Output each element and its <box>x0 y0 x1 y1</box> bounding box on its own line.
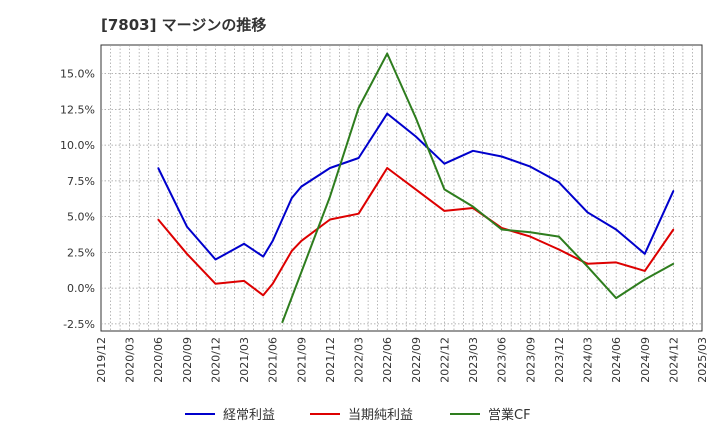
data-point <box>357 212 360 215</box>
data-point <box>271 283 274 285</box>
legend-label-3: 営業CF <box>488 407 531 423</box>
data-point <box>586 265 589 268</box>
data-point <box>186 252 188 255</box>
x-tick-label: 2019/12 <box>95 337 108 383</box>
data-point <box>157 218 160 221</box>
data-point <box>357 107 360 109</box>
data-point <box>586 262 589 265</box>
data-point <box>186 225 188 228</box>
data-point <box>672 190 675 192</box>
x-tick-label: 2024/03 <box>582 337 595 383</box>
x-tick-label: 2024/09 <box>639 337 652 383</box>
data-point <box>500 228 503 231</box>
data-point <box>329 218 331 221</box>
x-tick-label: 2023/03 <box>467 337 480 383</box>
series-line-3 <box>281 52 674 323</box>
x-tick-label: 2023/06 <box>496 337 509 383</box>
chart-title: [7803] マージンの推移 <box>101 16 267 34</box>
data-point <box>415 188 417 191</box>
axes: -2.5% 0.0% 2.5% 5.0% 7.5% 10.0% 12.5% 15.0% 2019… <box>60 68 709 383</box>
x-tick-label: 2022/12 <box>438 337 451 383</box>
x-tick-label: 2025/03 <box>696 337 709 383</box>
data-point <box>643 270 646 272</box>
data-point <box>615 261 617 264</box>
data-point <box>672 228 675 231</box>
y-tick-label: 5.0% <box>67 211 95 224</box>
x-tick-label: 2020/09 <box>181 337 194 383</box>
data-point <box>262 255 264 258</box>
y-tick-label: -2.5% <box>63 318 95 331</box>
data-point <box>558 248 560 251</box>
x-tick-label: 2021/09 <box>295 337 308 383</box>
data-point <box>357 157 360 159</box>
legend: 経常利益 当期純利益 営業CF <box>185 407 531 423</box>
data-point <box>643 278 646 281</box>
data-point <box>271 240 274 242</box>
data-point <box>643 252 646 255</box>
data-point <box>615 228 617 231</box>
y-tick-label: 15.0% <box>60 68 95 81</box>
data-point <box>300 185 303 188</box>
y-tick-label: 0.0% <box>67 282 95 295</box>
data-point <box>329 167 331 169</box>
data-point <box>386 112 388 115</box>
data-point <box>415 117 417 119</box>
x-tick-label: 2020/03 <box>124 337 137 383</box>
data-point <box>281 321 284 324</box>
x-tick-label: 2022/09 <box>410 337 423 383</box>
x-tick-label: 2020/12 <box>209 337 222 383</box>
data-point <box>472 150 474 152</box>
x-tick-label: 2021/12 <box>324 337 337 383</box>
data-point <box>157 167 160 169</box>
y-tick-label: 10.0% <box>60 139 95 152</box>
data-point <box>415 135 417 138</box>
data-point <box>529 165 532 168</box>
y-tick-label: 7.5% <box>67 175 95 188</box>
x-tick-label: 2022/06 <box>381 337 394 383</box>
data-point <box>290 250 293 252</box>
data-point <box>443 210 446 212</box>
x-tick-label: 2023/09 <box>524 337 537 383</box>
data-point <box>243 242 245 245</box>
x-tick-label: 2023/12 <box>553 337 566 383</box>
y-tick-label: 2.5% <box>67 246 95 259</box>
x-tick-label: 2022/03 <box>353 337 366 383</box>
data-point <box>443 188 446 191</box>
data-point <box>329 195 331 198</box>
series-lines <box>157 52 675 324</box>
data-point <box>386 167 388 169</box>
data-point <box>214 283 217 285</box>
data-point <box>472 205 474 208</box>
data-point <box>214 258 217 261</box>
x-tick-label: 2024/06 <box>610 337 623 383</box>
data-point <box>615 297 617 299</box>
data-point <box>558 235 560 238</box>
x-tick-label: 2021/03 <box>238 337 251 383</box>
data-point <box>529 231 532 234</box>
y-tick-label: 12.5% <box>60 103 95 116</box>
data-point <box>290 197 293 199</box>
x-tick-label: 2020/06 <box>152 337 165 383</box>
x-tick-label: 2021/06 <box>267 337 280 383</box>
x-tick-label: 2024/12 <box>667 337 680 383</box>
data-point <box>558 181 560 184</box>
data-point <box>443 162 446 165</box>
data-point <box>300 240 303 242</box>
data-point <box>500 155 503 158</box>
data-point <box>262 294 264 297</box>
data-point <box>529 235 532 238</box>
legend-label-1: 経常利益 <box>223 408 275 423</box>
legend-label-2: 当期純利益 <box>348 408 413 423</box>
data-point <box>386 52 388 55</box>
data-point <box>586 211 589 214</box>
data-point <box>243 280 245 282</box>
data-point <box>672 262 675 265</box>
